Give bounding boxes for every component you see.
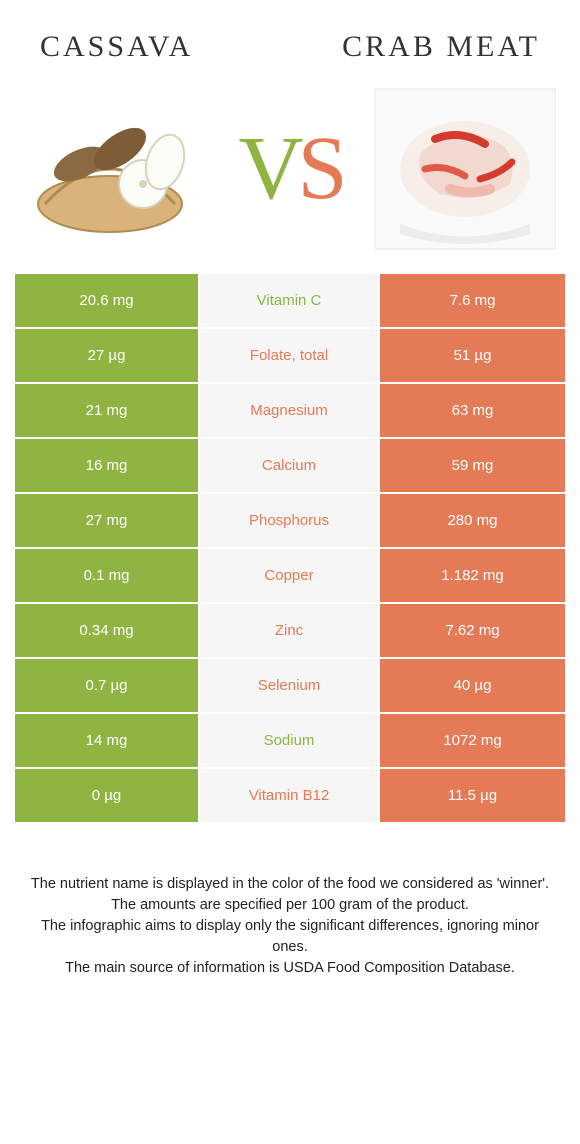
table-row: 0 µgVitamin B1211.5 µg [15,769,565,824]
vs-label: VS [238,124,341,214]
nutrient-value-left: 0.7 µg [15,659,200,712]
nutrient-name: Sodium [200,714,380,767]
table-row: 21 mgMagnesium63 mg [15,384,565,439]
nutrient-value-left: 27 µg [15,329,200,382]
nutrient-value-right: 280 mg [380,494,565,547]
nutrient-value-right: 7.62 mg [380,604,565,657]
table-row: 27 mgPhosphorus280 mg [15,494,565,549]
nutrient-value-left: 14 mg [15,714,200,767]
nutrient-value-right: 40 µg [380,659,565,712]
hero-row: VS [0,74,580,274]
nutrient-name: Calcium [200,439,380,492]
nutrient-value-right: 11.5 µg [380,769,565,822]
nutrient-value-right: 7.6 mg [380,274,565,327]
food-title-left: cassava [40,30,290,64]
nutrient-value-left: 16 mg [15,439,200,492]
footer-line-1: The nutrient name is displayed in the co… [30,874,550,895]
vs-v: V [238,119,297,218]
nutrient-name: Selenium [200,659,380,712]
table-row: 0.1 mgCopper1.182 mg [15,549,565,604]
nutrient-value-right: 1.182 mg [380,549,565,602]
food-title-right: crab meat [290,30,540,64]
nutrient-name: Magnesium [200,384,380,437]
nutrient-name: Phosphorus [200,494,380,547]
nutrient-value-left: 21 mg [15,384,200,437]
nutrient-value-left: 0 µg [15,769,200,822]
nutrient-value-left: 0.34 mg [15,604,200,657]
nutrient-name: Copper [200,549,380,602]
nutrient-value-left: 27 mg [15,494,200,547]
nutrient-name: Vitamin C [200,274,380,327]
table-row: 16 mgCalcium59 mg [15,439,565,494]
table-row: 0.7 µgSelenium40 µg [15,659,565,714]
nutrient-name: Folate, total [200,329,380,382]
table-row: 20.6 mgVitamin C7.6 mg [15,274,565,329]
nutrient-value-left: 0.1 mg [15,549,200,602]
nutrient-value-right: 59 mg [380,439,565,492]
nutrient-name: Zinc [200,604,380,657]
footer-line-2: The amounts are specified per 100 gram o… [30,895,550,916]
nutrient-value-right: 1072 mg [380,714,565,767]
footer-line-4: The main source of information is USDA F… [30,958,550,979]
footer-notes: The nutrient name is displayed in the co… [0,824,580,999]
vs-s: S [297,119,341,218]
nutrient-value-left: 20.6 mg [15,274,200,327]
food-image-left [20,89,210,249]
nutrient-value-right: 51 µg [380,329,565,382]
nutrient-name: Vitamin B12 [200,769,380,822]
table-row: 14 mgSodium1072 mg [15,714,565,769]
food-image-right [370,89,560,249]
nutrient-table: 20.6 mgVitamin C7.6 mg27 µgFolate, total… [0,274,580,824]
footer-line-3: The infographic aims to display only the… [30,916,550,958]
table-row: 27 µgFolate, total51 µg [15,329,565,384]
comparison-header: cassava crab meat [0,0,580,74]
nutrient-value-right: 63 mg [380,384,565,437]
table-row: 0.34 mgZinc7.62 mg [15,604,565,659]
